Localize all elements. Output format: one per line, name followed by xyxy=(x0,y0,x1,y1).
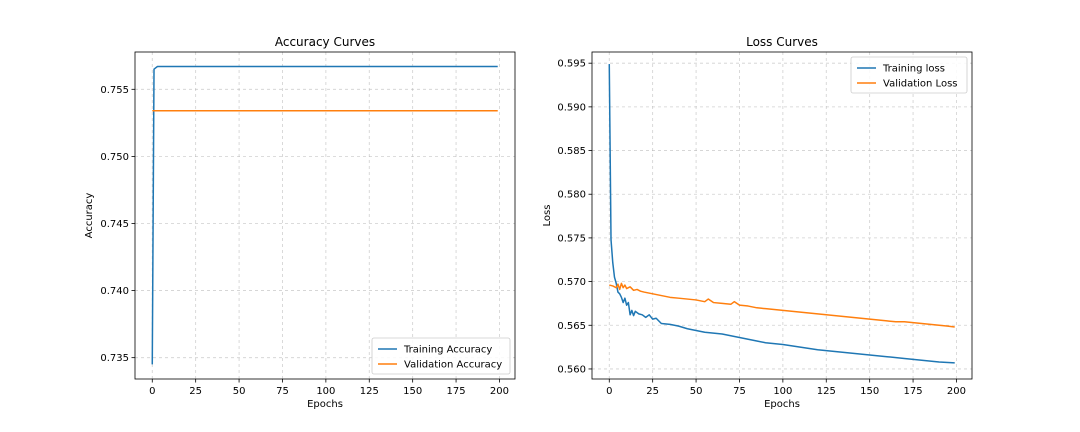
legend: Training loss Validation Loss xyxy=(850,56,968,94)
legend-label: Training Accuracy xyxy=(403,345,492,356)
legend-box xyxy=(371,337,511,375)
y-tick-label: 0.585 xyxy=(557,146,586,157)
x-tick-label: 175 xyxy=(904,386,923,397)
y-axis-label: Accuracy xyxy=(84,193,95,239)
legend-label: Validation Loss xyxy=(883,79,958,90)
x-axis-label: Epochs xyxy=(307,399,343,410)
y-tick-label: 0.565 xyxy=(557,321,586,332)
accuracy-chart: 0 25 50 75 100 125 150 175 200 0.735 0.740 0.745 0.7… xyxy=(84,35,516,410)
x-tick-label: 150 xyxy=(860,386,879,397)
legend-box xyxy=(850,56,968,94)
y-tick-label: 0.745 xyxy=(100,219,129,230)
y-tick-label: 0.755 xyxy=(100,85,129,96)
x-tick-label: 150 xyxy=(403,386,422,397)
chart-title: Loss Curves xyxy=(746,35,818,49)
x-tick-label: 0 xyxy=(606,386,612,397)
plot-frame xyxy=(134,51,516,380)
series-line-validation-loss xyxy=(609,282,955,328)
x-tick-label: 25 xyxy=(646,386,659,397)
y-tick-label: 0.595 xyxy=(557,59,586,70)
y-tick-label: 0.575 xyxy=(557,233,586,244)
chart-title: Accuracy Curves xyxy=(275,35,375,49)
y-tick-label: 0.570 xyxy=(557,277,586,288)
x-tick-label: 100 xyxy=(773,386,792,397)
y-axis-label: Loss xyxy=(542,205,553,227)
x-tick-label: 50 xyxy=(690,386,703,397)
x-axis-label: Epochs xyxy=(764,399,800,410)
x-tick-label: 125 xyxy=(817,386,836,397)
series-line-training-loss xyxy=(608,64,955,364)
x-tick-label: 75 xyxy=(276,386,289,397)
y-tick-label: 0.750 xyxy=(100,152,129,163)
legend-label: Validation Accuracy xyxy=(404,360,502,371)
y-tick-label: 0.735 xyxy=(100,353,129,364)
y-tick-label: 0.590 xyxy=(557,102,586,113)
y-tick-label: 0.560 xyxy=(557,364,586,375)
x-tick-label: 125 xyxy=(360,386,379,397)
series-line-training-accuracy xyxy=(151,65,498,365)
loss-chart: 0 25 50 75 100 125 150 175 200 0.560 0.565 0.570 0.5… xyxy=(542,35,973,410)
x-tick-label: 75 xyxy=(733,386,746,397)
legend: Training Accuracy Validation Accuracy xyxy=(371,337,511,375)
x-tick-label: 0 xyxy=(149,386,155,397)
x-tick-label: 100 xyxy=(316,386,335,397)
x-tick-label: 200 xyxy=(947,386,966,397)
plot-frame xyxy=(591,51,973,380)
y-tick-label: 0.580 xyxy=(557,190,586,201)
legend-label: Training loss xyxy=(882,64,945,75)
y-tick-label: 0.740 xyxy=(100,286,129,297)
x-tick-label: 25 xyxy=(189,386,202,397)
x-tick-label: 50 xyxy=(233,386,246,397)
x-tick-label: 175 xyxy=(447,386,466,397)
x-tick-label: 200 xyxy=(490,386,509,397)
